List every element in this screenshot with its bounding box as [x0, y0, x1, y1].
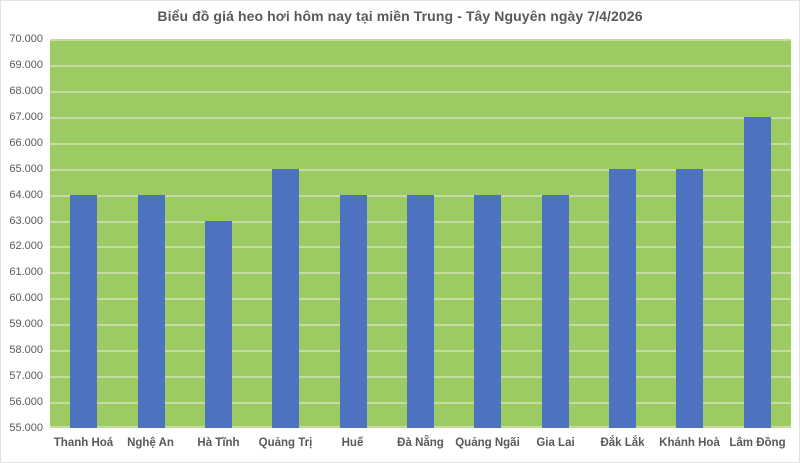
- gridline: [50, 117, 791, 119]
- bar-đà-nẵng: [407, 195, 434, 428]
- bar-nghệ-an: [138, 195, 165, 428]
- gridline: [50, 39, 791, 41]
- bar-lâm-đồng: [744, 117, 771, 428]
- y-tick-label: 58.000: [9, 344, 43, 356]
- y-tick-label: 66.000: [9, 137, 43, 149]
- gridline: [50, 143, 791, 145]
- x-tick-label-hà-tĩnh: Hà Tĩnh: [197, 437, 240, 449]
- bar-thanh-hoá: [70, 195, 97, 428]
- x-tick-label-huế: Huế: [341, 437, 364, 449]
- bar-đắk-lắk: [609, 169, 636, 428]
- y-tick-label: 56.000: [9, 396, 43, 408]
- x-tick-label-lâm-đồng: Lâm Đồng: [729, 437, 786, 449]
- bar-quảng-trị: [272, 169, 299, 428]
- x-tick-label-quảng-ngãi: Quảng Ngãi: [455, 437, 520, 449]
- bar-gia-lai: [542, 195, 569, 428]
- y-tick-label: 67.000: [9, 111, 43, 123]
- y-tick-label: 55.000: [9, 422, 43, 434]
- y-tick-label: 57.000: [9, 370, 43, 382]
- x-tick-label-gia-lai: Gia Lai: [536, 437, 575, 449]
- y-tick-label: 62.000: [9, 240, 43, 252]
- y-tick-label: 63.000: [9, 215, 43, 227]
- chart-title: Biểu đồ giá heo hơi hôm nay tại miền Tru…: [157, 8, 643, 24]
- y-tick-label: 69.000: [9, 59, 43, 71]
- x-tick-label-đà-nẵng: Đà Nẵng: [397, 437, 444, 449]
- x-tick-label-khánh-hoà: Khánh Hoà: [659, 437, 720, 449]
- y-tick-label: 60.000: [9, 292, 43, 304]
- x-tick-label-đắk-lắk: Đắk Lắk: [600, 437, 645, 449]
- plot-area: [50, 39, 791, 428]
- y-tick-label: 65.000: [9, 163, 43, 175]
- y-tick-label: 61.000: [9, 266, 43, 278]
- gridline: [50, 169, 791, 171]
- x-tick-label-thanh-hoá: Thanh Hoá: [53, 437, 114, 449]
- y-tick-label: 59.000: [9, 318, 43, 330]
- bar-huế: [340, 195, 367, 428]
- y-tick-label: 68.000: [9, 85, 43, 97]
- x-tick-label-quảng-trị: Quảng Trị: [258, 437, 313, 449]
- bar-hà-tĩnh: [205, 221, 232, 428]
- y-tick-label: 70.000: [9, 33, 43, 45]
- x-tick-label-nghệ-an: Nghệ An: [127, 437, 174, 449]
- gridline: [50, 91, 791, 93]
- bar-quảng-ngãi: [474, 195, 501, 428]
- y-tick-label: 64.000: [9, 189, 43, 201]
- bar-khánh-hoà: [676, 169, 703, 428]
- gridline: [50, 65, 791, 67]
